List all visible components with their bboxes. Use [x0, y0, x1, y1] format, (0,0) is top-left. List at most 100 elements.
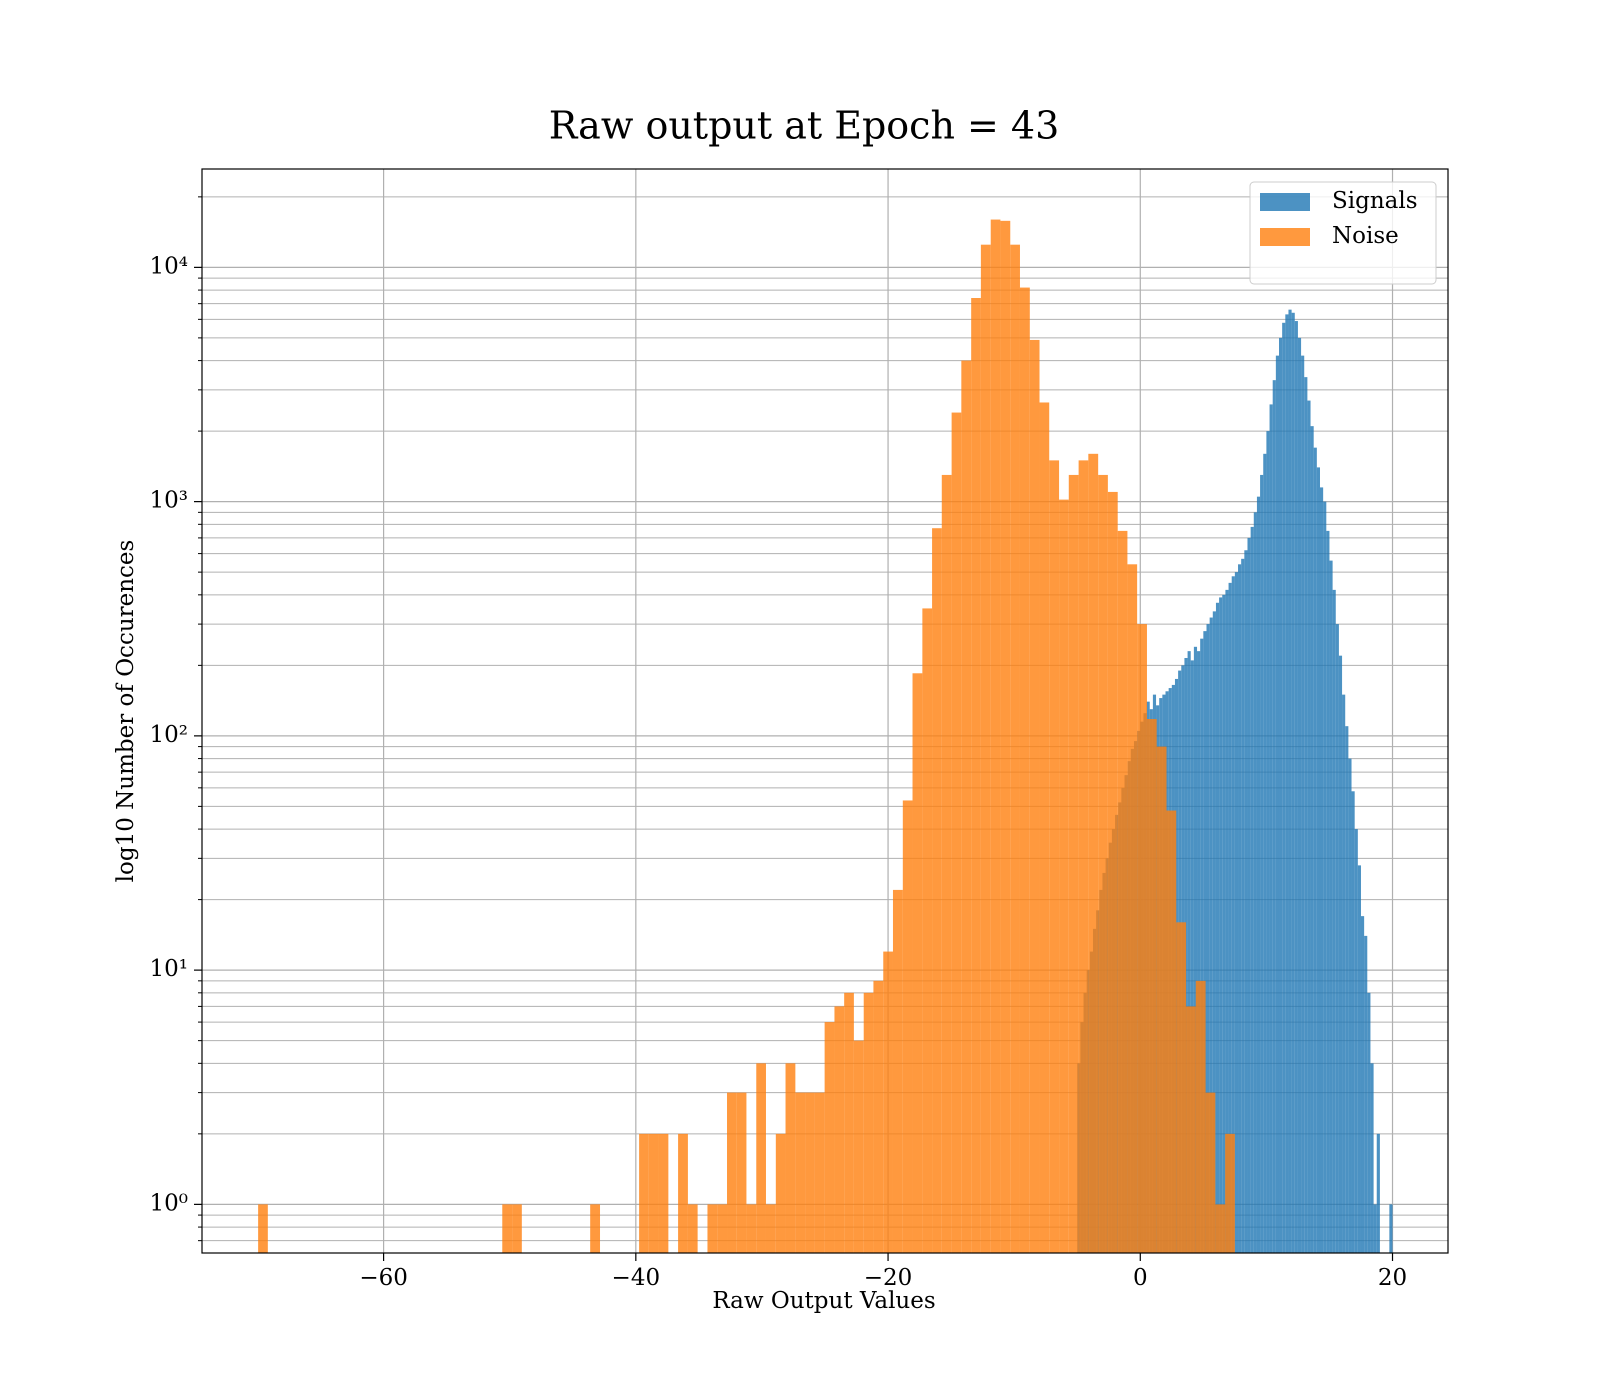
- histogram-bar: [1039, 402, 1050, 1254]
- histogram-bar: [746, 1204, 757, 1253]
- histogram-bar: [971, 298, 981, 1253]
- histogram-bar: [883, 951, 893, 1253]
- histogram-bar: [1225, 1133, 1235, 1253]
- histogram-bar: [1019, 287, 1030, 1253]
- histogram-bar: [590, 1204, 601, 1253]
- histogram-bar: [1215, 602, 1220, 1253]
- histogram-bar: [1250, 526, 1254, 1253]
- histogram-bar: [1088, 453, 1099, 1253]
- y-tick-label: 10⁰: [150, 1190, 189, 1216]
- x-axis-label: Raw Output Values: [712, 1288, 935, 1314]
- histogram-bar: [980, 244, 991, 1254]
- histogram-bar: [658, 1133, 669, 1253]
- histogram-bar: [1364, 935, 1368, 1253]
- histogram-bar: [1228, 582, 1232, 1253]
- histogram-bar: [1209, 617, 1213, 1253]
- legend-label: Signals: [1332, 188, 1418, 214]
- histogram-bar: [1200, 638, 1204, 1253]
- histogram-bar: [1068, 474, 1079, 1253]
- legend-swatch: [1260, 193, 1310, 211]
- histogram-bar: [961, 360, 972, 1254]
- histogram-bar: [1059, 499, 1069, 1254]
- histogram-bar: [1297, 337, 1302, 1253]
- histogram-bar: [805, 1092, 815, 1253]
- histogram-bar: [1215, 1204, 1226, 1253]
- histogram-bar: [258, 1204, 268, 1253]
- histogram-bar: [1323, 501, 1327, 1253]
- histogram-bar: [1238, 564, 1242, 1253]
- histogram-bar: [1127, 564, 1138, 1253]
- histogram-bar: [1010, 244, 1020, 1254]
- histogram-bar: [1234, 572, 1239, 1253]
- histogram-bar: [1357, 865, 1361, 1253]
- x-tick-label: 0: [1133, 1265, 1148, 1291]
- histogram-bar: [1256, 496, 1261, 1254]
- histogram-bar: [1266, 431, 1270, 1253]
- histogram-bar: [1137, 624, 1147, 1253]
- histogram-bar: [1307, 400, 1311, 1254]
- histogram-bar: [1389, 1204, 1393, 1253]
- histogram-bar: [1285, 314, 1289, 1253]
- histogram-bar: [1316, 467, 1320, 1254]
- histogram-bar: [1263, 453, 1267, 1253]
- histogram-bar: [1335, 624, 1339, 1253]
- histogram-bar: [765, 1204, 776, 1253]
- histogram-bar: [853, 1040, 864, 1253]
- histogram-bar: [1231, 576, 1235, 1253]
- histogram-bar: [678, 1133, 688, 1253]
- histogram-bar: [912, 673, 923, 1253]
- axes: 10⁰ 10¹ 10² 10³ 10⁴ −60 −40 −20 0 20 Signals Noise: [150, 168, 1449, 1291]
- histogram-bar: [775, 1133, 786, 1253]
- histogram-bar: [1269, 404, 1273, 1253]
- histogram-bar: [1288, 309, 1292, 1253]
- histogram-bar: [1313, 447, 1317, 1253]
- x-tick-label: −20: [864, 1265, 913, 1291]
- legend: Signals Noise: [1249, 181, 1437, 285]
- histogram-bar: [844, 992, 854, 1253]
- bars: [258, 219, 1393, 1254]
- histogram-bar: [922, 608, 933, 1253]
- histogram-bar: [1326, 530, 1330, 1253]
- histogram-bar: [1360, 916, 1365, 1253]
- histogram-bar: [1342, 694, 1346, 1253]
- histogram-bar: [1212, 611, 1216, 1253]
- histogram-bar: [1282, 322, 1286, 1253]
- histogram-bar: [1219, 597, 1223, 1253]
- x-tick-label: 20: [1378, 1265, 1407, 1291]
- histogram-bar: [1279, 337, 1283, 1253]
- histogram-bar: [902, 800, 913, 1253]
- histogram-bar: [1190, 660, 1194, 1253]
- histogram-bar: [1203, 631, 1207, 1253]
- histogram-bar: [1376, 1133, 1380, 1253]
- histogram-bar: [834, 1006, 845, 1253]
- histogram-bar: [951, 412, 962, 1253]
- histogram-bar: [1187, 651, 1191, 1253]
- histogram-bar: [1222, 594, 1226, 1253]
- histogram-bar: [1354, 829, 1358, 1253]
- histogram-bar: [1275, 355, 1280, 1253]
- histogram-bar: [1253, 512, 1257, 1253]
- histogram-bar: [1166, 810, 1177, 1253]
- histogram-bar: [932, 528, 942, 1253]
- histogram-bar: [1186, 1006, 1196, 1253]
- y-axis-label: log10 Number of Occurences: [113, 540, 139, 883]
- histogram-bar: [941, 474, 952, 1253]
- histogram-bar: [1193, 646, 1198, 1253]
- histogram-bar: [1260, 474, 1264, 1253]
- histogram-bar: [1146, 719, 1157, 1253]
- histogram-bar: [1272, 380, 1276, 1254]
- histogram-bar: [1367, 992, 1371, 1253]
- histogram-bar: [648, 1133, 659, 1253]
- y-tick-label: 10³: [150, 488, 189, 514]
- histogram-bar: [795, 1092, 806, 1253]
- histogram-bar: [1225, 589, 1229, 1253]
- histogram-bar: [1244, 550, 1248, 1253]
- histogram-bar: [1291, 312, 1295, 1253]
- histogram-bar: [1205, 1092, 1216, 1253]
- histogram-bar: [1294, 321, 1298, 1253]
- histogram-bar: [756, 1063, 766, 1253]
- histogram-bar: [727, 1092, 737, 1253]
- histogram-bar: [639, 1133, 649, 1253]
- histogram-bar: [1049, 460, 1060, 1253]
- histogram-bar: [1195, 980, 1206, 1253]
